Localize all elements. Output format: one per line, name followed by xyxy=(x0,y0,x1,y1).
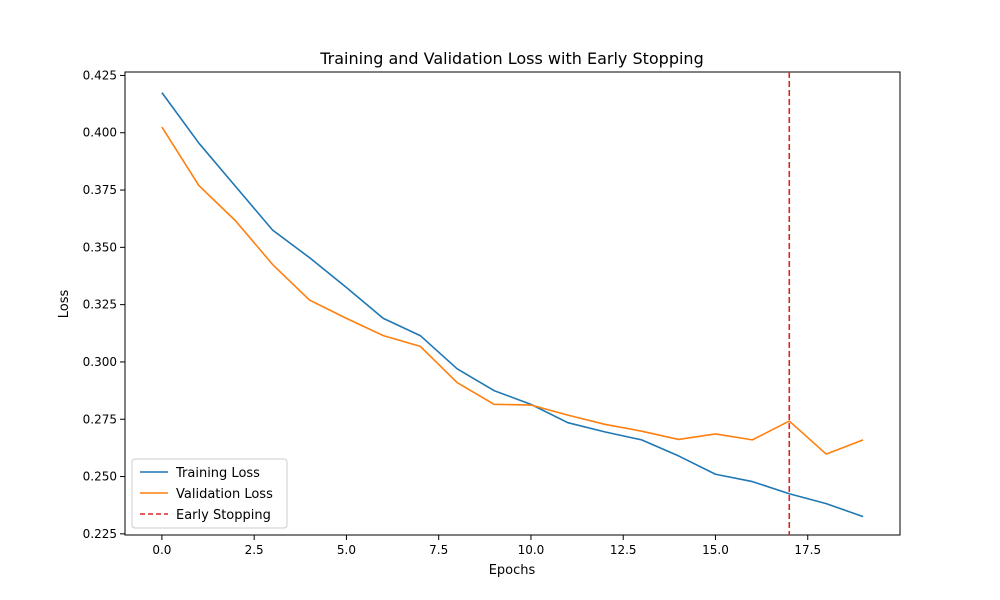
y-axis-ticks: 0.225 0.250 0.275 0.300 0.325 0.350 0.375 0.400… xyxy=(83,68,125,541)
y-tick-label: 0.425 xyxy=(83,68,117,82)
y-tick-label: 0.275 xyxy=(83,412,117,426)
x-tick-label: 7.5 xyxy=(429,543,448,557)
series-line-training-loss xyxy=(161,92,864,518)
axes-frame xyxy=(124,71,901,536)
y-axis-label: Loss xyxy=(57,290,72,319)
x-tick-label: 15.0 xyxy=(702,543,729,557)
y-tick-label: 0.375 xyxy=(83,183,117,197)
legend-label-training-loss: Training Loss xyxy=(175,466,260,481)
x-tick-label: 10.0 xyxy=(518,543,545,557)
y-tick-label: 0.400 xyxy=(83,126,117,140)
x-tick-label: 0.0 xyxy=(152,543,171,557)
x-axis-ticks: 0.0 2.5 5.0 7.5 10.0 12.5 15.0 17.5 xyxy=(152,535,821,557)
x-axis-label: Epochs xyxy=(489,563,536,578)
y-tick-label: 0.300 xyxy=(83,355,117,369)
series-layer xyxy=(161,72,864,535)
chart-title: Training and Validation Loss with Early … xyxy=(319,49,703,68)
series-line-validation-loss xyxy=(161,126,864,455)
x-tick-label: 17.5 xyxy=(794,543,821,557)
legend-label-early-stopping: Early Stopping xyxy=(176,508,271,523)
y-tick-label: 0.250 xyxy=(83,470,117,484)
x-tick-label: 5.0 xyxy=(337,543,356,557)
legend-box xyxy=(131,458,288,529)
x-tick-label: 2.5 xyxy=(245,543,264,557)
y-tick-label: 0.325 xyxy=(83,298,117,312)
legend: Training Loss Validation Loss Early Stop… xyxy=(131,458,288,529)
y-tick-label: 0.350 xyxy=(83,240,117,254)
x-tick-label: 12.5 xyxy=(610,543,637,557)
plot-area xyxy=(124,71,901,536)
legend-label-validation-loss: Validation Loss xyxy=(176,487,273,502)
y-tick-label: 0.225 xyxy=(83,527,117,541)
